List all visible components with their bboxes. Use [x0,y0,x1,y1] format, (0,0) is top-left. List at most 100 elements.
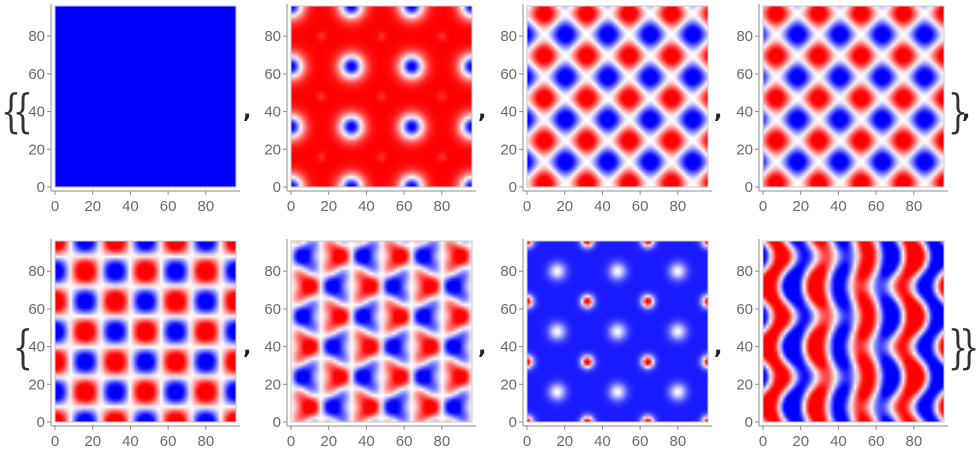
y-tick-label: 80 [28,28,45,45]
x-tick-label: 80 [433,198,450,215]
y-tick-label: 80 [500,28,517,45]
heatmap-panel-r1c2: 0 20 40 60 80 0 20 40 60 80 [264,4,476,215]
x-tick-label: 60 [160,198,177,215]
y-tick-label: 0 [509,414,517,431]
x-tick-label: 40 [594,433,611,450]
plot-frame [762,240,945,423]
heatmap-panel-r1c4: 0 20 40 60 80 0 20 40 60 80 [736,4,948,215]
y-tick-label: 0 [745,179,753,196]
heatmap-image [527,241,708,422]
panels: 0 20 40 60 80 0 20 40 60 80 0 20 40 60 80 0 20 40 60 80 0 20 4… [28,4,948,450]
plot-frame [526,240,709,423]
inner-open-brace-row1: { [13,85,33,138]
y-tick-label: 80 [264,28,281,45]
y-tick-label: 20 [736,141,753,158]
x-tick-label: 0 [759,433,767,450]
separator-row2-3: , [714,335,722,360]
x-tick-label: 20 [84,433,101,450]
y-tick-label: 40 [500,339,517,356]
x-tick-label: 60 [396,433,413,450]
y-tick-label: 40 [28,339,45,356]
x-tick-label: 80 [669,198,686,215]
x-tick-label: 0 [51,433,59,450]
plot-frame [290,240,473,423]
y-tick-label: 0 [509,179,517,196]
x-tick-label: 60 [632,433,649,450]
y-tick-label: 40 [736,339,753,356]
y-tick-label: 60 [264,301,281,318]
x-tick-label: 20 [320,198,337,215]
y-tick-label: 40 [264,339,281,356]
x-tick-label: 0 [51,198,59,215]
heatmap-image [763,241,944,422]
y-tick-label: 80 [264,263,281,280]
x-tick-label: 80 [197,198,214,215]
x-tick-label: 40 [358,433,375,450]
separator-row2-2: , [478,335,486,360]
x-tick-label: 20 [792,198,809,215]
x-tick-label: 60 [868,198,885,215]
x-tick-label: 20 [84,198,101,215]
x-tick-label: 60 [160,433,177,450]
heatmap-panel-r2c1: 0 20 40 60 80 0 20 40 60 80 [28,239,240,450]
x-tick-label: 20 [792,433,809,450]
heatmap-image [55,6,236,187]
x-tick-label: 80 [197,433,214,450]
separator-row1-end: , [962,99,970,124]
separator-row1-3: , [714,99,722,124]
x-tick-label: 20 [320,433,337,450]
x-tick-label: 40 [830,433,847,450]
x-tick-label: 40 [830,198,847,215]
plot-frame [54,240,237,423]
plot-frame [290,5,473,188]
y-tick-label: 60 [28,66,45,83]
y-tick-label: 60 [264,66,281,83]
x-tick-label: 60 [868,433,885,450]
heatmap-image [763,6,944,187]
y-tick-label: 80 [736,263,753,280]
plot-frame [762,5,945,188]
outer-open-brace: { [1,85,21,138]
x-tick-label: 0 [287,433,295,450]
x-tick-label: 80 [905,198,922,215]
heatmap-image [527,6,708,187]
x-tick-label: 20 [556,433,573,450]
y-tick-label: 60 [500,301,517,318]
heatmap-panel-r1c1: 0 20 40 60 80 0 20 40 60 80 [28,4,240,215]
y-tick-label: 20 [500,376,517,393]
y-tick-label: 60 [28,301,45,318]
y-tick-label: 40 [28,104,45,121]
x-tick-label: 0 [287,198,295,215]
inner-open-brace-row2: { [13,321,33,374]
inner-close-brace-row2: } [948,321,968,374]
y-tick-label: 0 [37,414,45,431]
y-tick-label: 80 [500,263,517,280]
heatmap-image [55,241,236,422]
y-tick-label: 60 [736,66,753,83]
y-tick-label: 40 [500,104,517,121]
y-tick-label: 0 [37,179,45,196]
y-tick-label: 0 [273,179,281,196]
x-tick-label: 40 [358,198,375,215]
separator-row2-1: , [243,335,251,360]
heatmap-panel-r2c3: 0 20 40 60 80 0 20 40 60 80 [500,239,712,450]
x-tick-label: 0 [523,198,531,215]
x-tick-label: 0 [523,433,531,450]
x-tick-label: 80 [905,433,922,450]
y-tick-label: 80 [736,28,753,45]
y-tick-label: 80 [28,263,45,280]
separator-row1-2: , [478,99,486,124]
separator-row1-1: , [243,99,251,124]
heatmap-image [291,241,472,422]
outer-close-brace: } [959,321,978,374]
plot-frame [526,5,709,188]
heatmap-panel-r2c4: 0 20 40 60 80 0 20 40 60 80 [736,239,948,450]
y-tick-label: 20 [264,376,281,393]
x-tick-label: 60 [396,198,413,215]
heatmap-panel-r1c3: 0 20 40 60 80 0 20 40 60 80 [500,4,712,215]
y-tick-label: 60 [500,66,517,83]
y-tick-label: 20 [736,376,753,393]
x-tick-label: 60 [632,198,649,215]
x-tick-label: 40 [122,198,139,215]
